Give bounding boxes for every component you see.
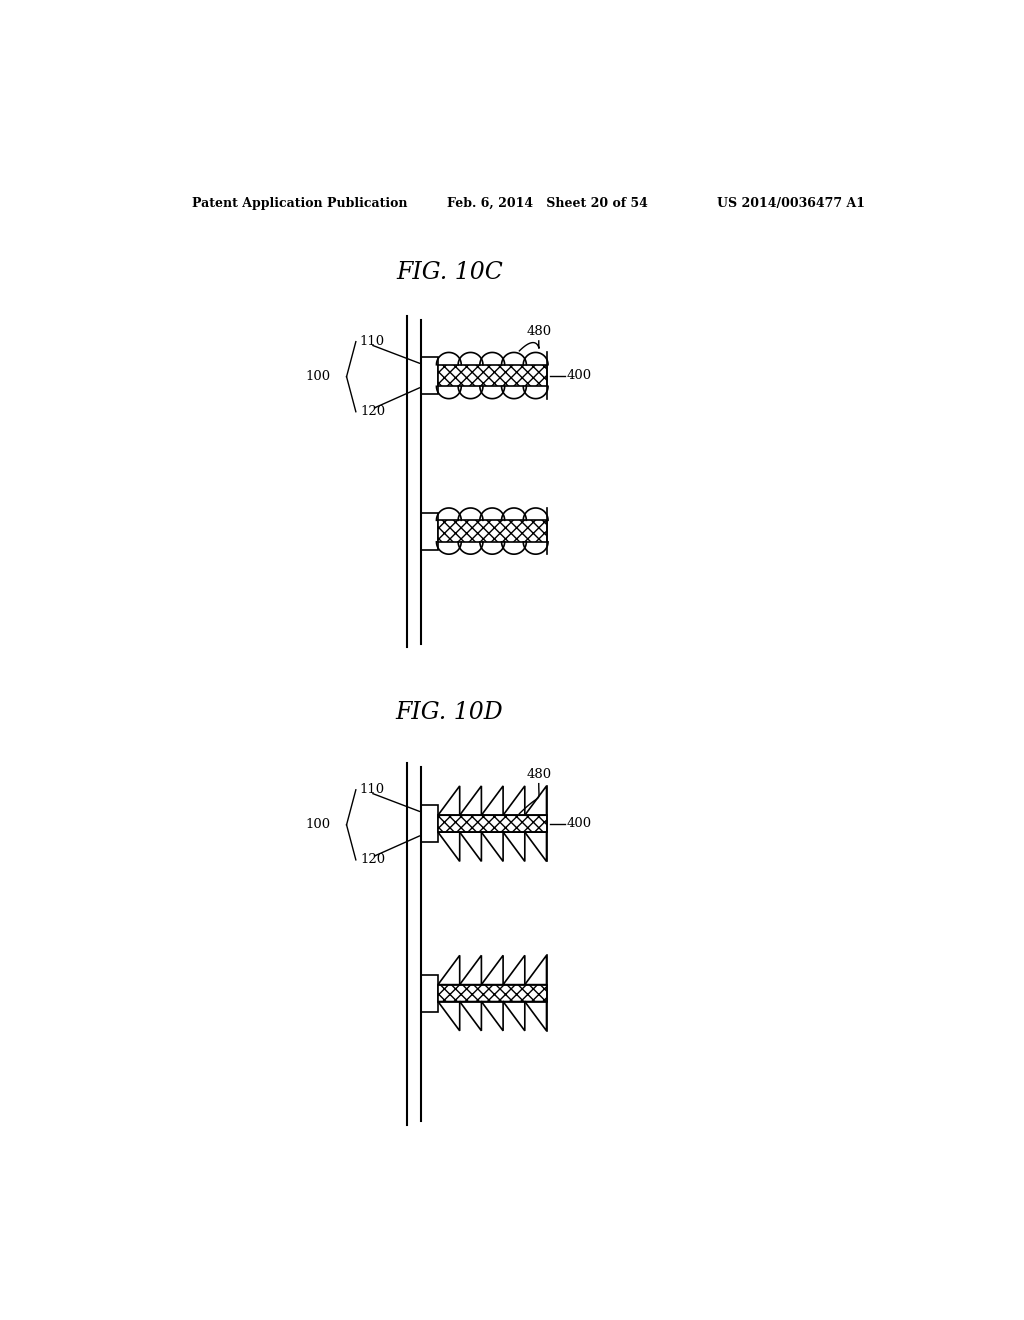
Text: 480: 480 (526, 768, 551, 781)
Text: 120: 120 (360, 853, 386, 866)
Text: 120: 120 (360, 405, 386, 418)
Text: Feb. 6, 2014   Sheet 20 of 54: Feb. 6, 2014 Sheet 20 of 54 (447, 197, 648, 210)
Text: 110: 110 (359, 335, 384, 348)
Text: US 2014/0036477 A1: US 2014/0036477 A1 (717, 197, 865, 210)
Text: FIG. 10C: FIG. 10C (396, 261, 503, 284)
Text: 400: 400 (566, 817, 592, 830)
Bar (438, 520, 547, 543)
Text: Patent Application Publication: Patent Application Publication (191, 197, 408, 210)
Bar (421, 358, 438, 395)
Text: 100: 100 (306, 370, 331, 383)
Text: 110: 110 (359, 783, 384, 796)
Bar (438, 364, 547, 387)
Text: 480: 480 (526, 325, 551, 338)
Text: 400: 400 (566, 370, 592, 381)
Text: FIG. 10D: FIG. 10D (395, 701, 504, 725)
Bar (421, 805, 438, 842)
Text: 100: 100 (306, 818, 331, 832)
Bar (421, 974, 438, 1011)
Bar (421, 512, 438, 549)
Bar (438, 816, 547, 832)
Bar (438, 985, 547, 1002)
